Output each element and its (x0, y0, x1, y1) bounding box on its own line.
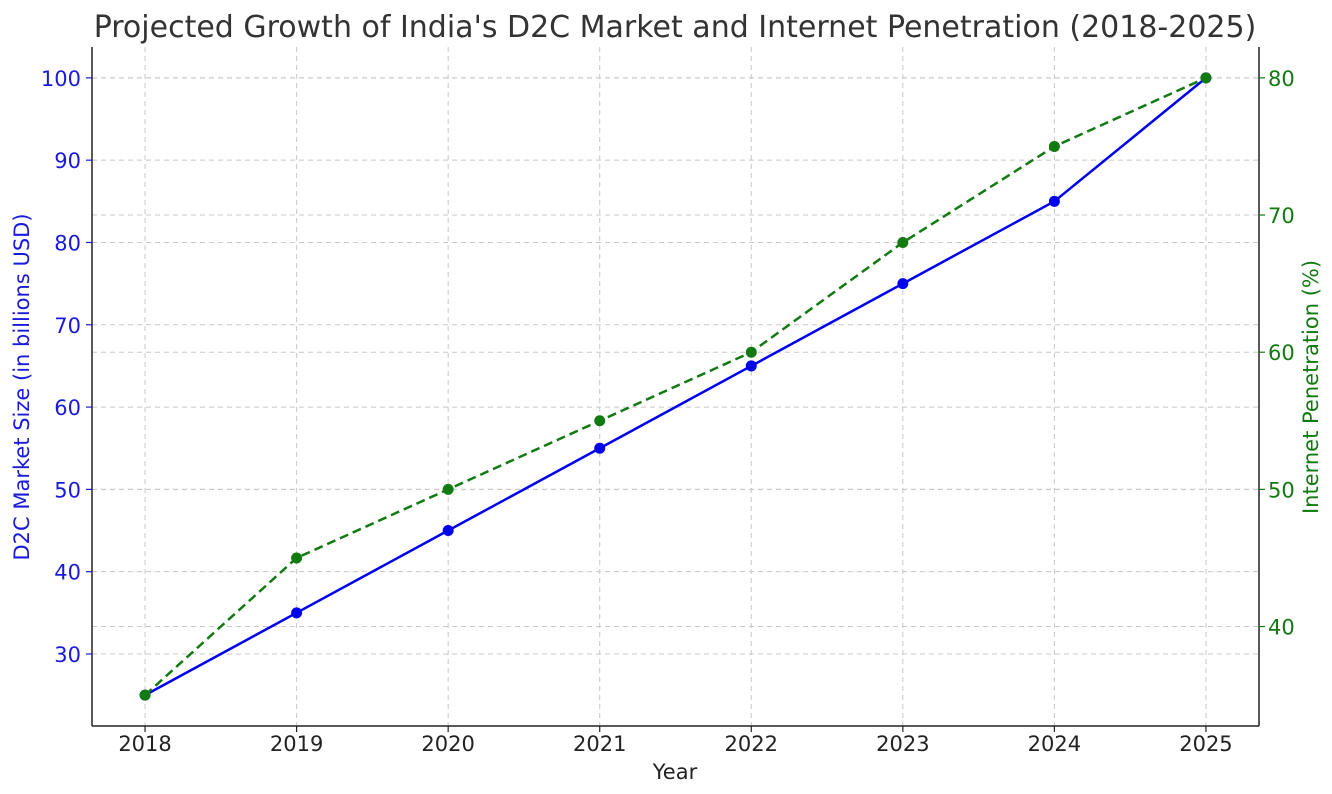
x-tick-label: 2018 (118, 732, 171, 756)
axes (86, 47, 1265, 732)
d2c-market-point-2023 (897, 278, 909, 290)
d2c-market-point-2020 (442, 525, 454, 537)
y-axis-label-right: Internet Penetration (%) (1299, 260, 1323, 514)
internet-penetration-line (144, 76, 1207, 697)
internet-penetration-point-2023 (897, 236, 909, 248)
x-tick-label: 2022 (725, 732, 778, 756)
d2c-market-point-2022 (745, 360, 757, 372)
y-tick-label-left: 30 (54, 643, 81, 667)
y-tick-label-left: 80 (54, 231, 81, 255)
y-tick-label-left: 50 (54, 478, 81, 502)
y-tick-label-left: 90 (54, 149, 81, 173)
x-tick-label: 2025 (1179, 732, 1232, 756)
internet-penetration-point-2022 (745, 346, 757, 358)
y-tick-label-right: 40 (1268, 616, 1295, 640)
y-tick-label-right: 70 (1268, 204, 1295, 228)
y-tick-label-left: 70 (54, 314, 81, 338)
y-axis-label-left: D2C Market Size (in billions USD) (10, 213, 34, 560)
data-points (139, 72, 1212, 701)
y-tick-label-left: 60 (54, 396, 81, 420)
internet-penetration-point-2018 (139, 689, 151, 701)
d2c-market-point-2019 (291, 607, 303, 619)
y-tick-label-left: 40 (54, 561, 81, 585)
y-tick-label-right: 60 (1268, 341, 1295, 365)
series-lines (144, 76, 1207, 697)
y-tick-label-right: 50 (1268, 478, 1295, 502)
x-tick-label: 2021 (573, 732, 626, 756)
x-tick-label: 2020 (421, 732, 474, 756)
internet-penetration-point-2019 (291, 552, 303, 564)
tick-labels: 2018 2019 2020 2021 2022 2023 2024 2025 30 40 50 60… (41, 67, 1295, 756)
internet-penetration-point-2020 (442, 483, 454, 495)
x-tick-label: 2024 (1028, 732, 1081, 756)
y-tick-label-left: 100 (41, 67, 81, 91)
internet-penetration-point-2021 (594, 415, 606, 427)
internet-penetration-point-2025 (1200, 72, 1212, 84)
y-tick-label-right: 80 (1268, 67, 1295, 91)
grid-lines (92, 47, 1259, 726)
d2c-market-point-2024 (1048, 195, 1060, 207)
d2c-market-point-2021 (594, 442, 606, 454)
d2c-market-line (144, 76, 1207, 697)
x-tick-label: 2023 (876, 732, 929, 756)
x-axis-label: Year (652, 760, 698, 784)
x-tick-label: 2019 (270, 732, 323, 756)
internet-penetration-point-2024 (1048, 140, 1060, 152)
chart-title: Projected Growth of India's D2C Market a… (94, 10, 1257, 45)
